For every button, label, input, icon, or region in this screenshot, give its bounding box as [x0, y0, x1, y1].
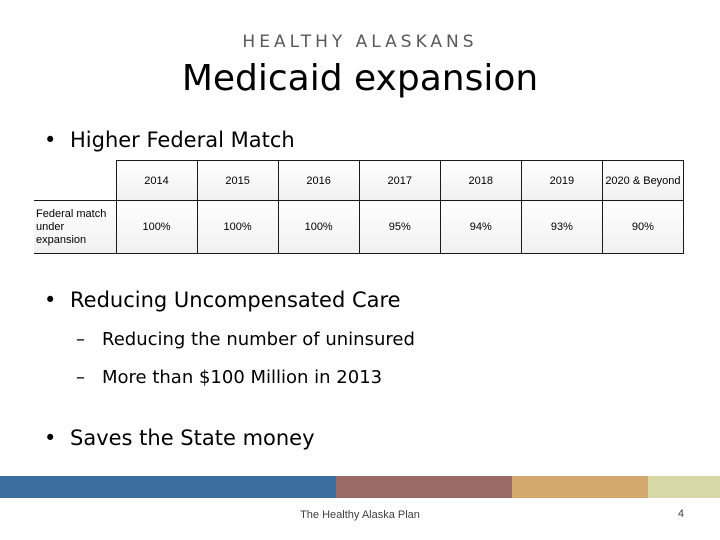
footer-text: The Healthy Alaska Plan: [300, 509, 420, 521]
year-cell: 2020 & Beyond: [601, 160, 685, 201]
sub-bullet-100-million: – More than $100 Million in 2013: [76, 367, 382, 388]
match-values-row: Federal match under expansion 100% 100% …: [34, 200, 685, 254]
sub-bullet-text: More than $100 Million in 2013: [102, 367, 383, 388]
bullet-marker: •: [44, 426, 57, 450]
year-header-row: 2014 2015 2016 2017 2018 2019 2020 & Bey…: [34, 160, 685, 201]
page-number: 4: [677, 508, 684, 520]
sub-bullet-uninsured: – Reducing the number of uninsured: [76, 329, 415, 350]
sub-bullet-text: Reducing the number of uninsured: [102, 329, 415, 350]
bullet-text: Reducing Uncompensated Care: [70, 288, 401, 312]
footer-bar-tan: [512, 476, 648, 498]
match-value-cell: 90%: [601, 200, 685, 254]
match-value-cell: 94%: [439, 200, 522, 254]
bullet-saves-state-money: • Saves the State money: [44, 426, 315, 450]
bullet-higher-federal-match: • Higher Federal Match: [44, 128, 295, 152]
sub-bullet-marker: –: [76, 367, 85, 388]
match-value-cell: 95%: [358, 200, 441, 254]
footer-bar-khaki: [648, 476, 720, 498]
slide-title: Medicaid expansion: [181, 58, 539, 99]
match-value-cell: 100%: [196, 200, 279, 254]
match-value-cell: 93%: [520, 200, 603, 254]
match-value-cell: 100%: [115, 200, 198, 254]
footer-bar-blue: [0, 476, 336, 498]
year-cell: 2014: [115, 160, 198, 201]
federal-match-table: 2014 2015 2016 2017 2018 2019 2020 & Bey…: [34, 160, 685, 254]
slide-kicker: HEALTHY ALASKANS: [242, 32, 478, 52]
year-cell: 2015: [196, 160, 279, 201]
bullet-reducing-uncompensated-care: • Reducing Uncompensated Care: [44, 288, 401, 312]
bullet-marker: •: [44, 128, 57, 152]
year-cell: 2017: [358, 160, 441, 201]
row-label: Federal match under expansion: [34, 200, 116, 254]
bullet-marker: •: [44, 288, 57, 312]
match-value-cell: 100%: [277, 200, 360, 254]
sub-bullet-marker: –: [76, 329, 85, 350]
bullet-text: Saves the State money: [70, 426, 315, 450]
year-cell: 2018: [439, 160, 522, 201]
year-cell: 2016: [277, 160, 360, 201]
table-corner: [34, 161, 116, 201]
footer-bar-mauve: [336, 476, 512, 498]
bullet-text: Higher Federal Match: [70, 128, 295, 152]
year-cell: 2019: [520, 160, 603, 201]
